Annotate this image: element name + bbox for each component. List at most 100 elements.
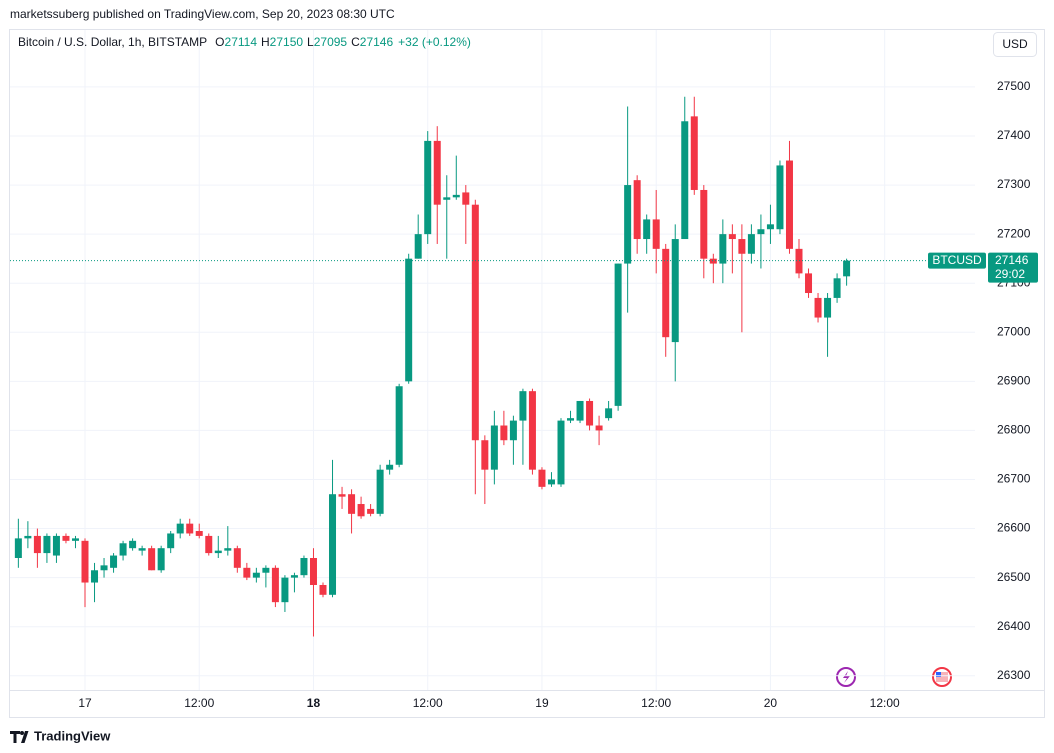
candle-body — [24, 535, 32, 539]
price-label: 27146 — [995, 253, 1029, 267]
candle-body — [519, 391, 527, 421]
candle-body — [471, 204, 479, 441]
candle-body — [738, 239, 746, 254]
candle-body — [43, 535, 51, 554]
candle-body — [443, 197, 451, 200]
x-tick-label: 12:00 — [641, 696, 671, 710]
candle-body — [538, 469, 546, 487]
flag-glyph — [936, 672, 948, 682]
x-tick-label: 12:00 — [184, 696, 214, 710]
y-tick-label: 26700 — [997, 472, 1031, 486]
ohlc-key: C — [351, 35, 360, 49]
candle-body — [785, 160, 793, 249]
candle-body — [367, 508, 375, 514]
ohlc-value: 27095 — [314, 35, 348, 49]
candle-body — [652, 219, 660, 249]
chart-title: Bitcoin / U.S. Dollar, 1h, BITSTAMP — [18, 35, 207, 49]
grid — [10, 30, 975, 690]
candle-body — [662, 248, 670, 338]
chart-pane — [9, 29, 1045, 718]
candle-body — [81, 540, 89, 583]
event-icons — [836, 667, 952, 687]
y-tick-label: 27400 — [997, 128, 1031, 142]
candle-body — [586, 400, 594, 426]
candle-body — [262, 567, 270, 573]
x-tick-label: 17 — [78, 696, 92, 710]
candle-body — [814, 297, 822, 318]
candle-body — [52, 535, 60, 556]
symbol-tag — [928, 252, 986, 269]
candle-body — [243, 567, 251, 578]
y-tick-label: 26400 — [997, 619, 1031, 633]
candle-body — [329, 494, 337, 595]
y-tick-label: 26300 — [997, 668, 1031, 682]
y-tick-label: 27500 — [997, 79, 1031, 93]
y-tick-label: 26900 — [997, 374, 1031, 388]
candle-body — [290, 575, 298, 578]
candle-body — [614, 263, 622, 406]
y-tick-label: 27300 — [997, 177, 1031, 191]
candle-body — [186, 523, 194, 534]
candle-body — [833, 278, 841, 298]
candle-body — [414, 234, 422, 259]
flag-canton — [936, 672, 941, 677]
candle-body — [91, 570, 99, 583]
candle-body — [110, 555, 118, 568]
candle-body — [71, 538, 79, 541]
candle-body — [300, 558, 308, 576]
symbol-label: BTCUSD — [932, 253, 982, 267]
price-tag — [988, 252, 1038, 283]
candle-body — [405, 258, 413, 382]
countdown-label: 29:02 — [995, 267, 1025, 281]
ohlc-value: 27150 — [270, 35, 304, 49]
candle-body — [728, 234, 736, 240]
x-tick-label: 12:00 — [870, 696, 900, 710]
candles — [14, 96, 851, 637]
x-tick-label: 19 — [535, 696, 549, 710]
candle-body — [319, 584, 327, 595]
candle-body — [424, 140, 432, 235]
candle-body — [509, 420, 517, 441]
candle-body — [357, 504, 365, 517]
candle-body — [129, 540, 137, 549]
logo-dot — [20, 731, 24, 735]
currency-button[interactable] — [993, 32, 1037, 57]
candle-body — [671, 239, 679, 343]
candle-body — [766, 224, 774, 230]
candle-body — [138, 548, 146, 551]
candle-body — [119, 543, 127, 556]
y-tick-label: 27200 — [997, 226, 1031, 240]
candle-body — [281, 577, 289, 603]
y-tick-label: 26800 — [997, 423, 1031, 437]
candle-body — [776, 165, 784, 230]
candle-body — [386, 464, 394, 470]
publisher-line: marketssuberg published on TradingView.c… — [10, 7, 395, 21]
ohlc-key: H — [261, 35, 270, 49]
candle-body — [500, 425, 508, 441]
ohlc-key: O — [215, 35, 224, 49]
candle-body — [271, 567, 279, 603]
candle-body — [14, 538, 22, 558]
candle-body — [214, 550, 222, 554]
candle-body — [700, 189, 708, 259]
y-tick-label: 26600 — [997, 521, 1031, 535]
x-tick-label: 20 — [764, 696, 778, 710]
lightning-glyph — [843, 671, 850, 683]
candle-body — [757, 229, 765, 235]
currency-label: USD — [1002, 37, 1028, 51]
candle-body — [481, 440, 489, 470]
candle-body — [452, 194, 460, 198]
logo-mark — [10, 731, 29, 743]
candle-body — [624, 185, 632, 264]
candle-body — [605, 408, 613, 419]
ohlc-key: L — [307, 35, 314, 49]
candle-body — [376, 469, 384, 514]
price-change: +32 (+0.12%) — [398, 35, 471, 49]
candle-body — [633, 180, 641, 240]
x-tick-label: 12:00 — [413, 696, 443, 710]
candle-body — [843, 260, 851, 277]
candle-body — [690, 116, 698, 190]
logo: TradingView — [10, 728, 111, 743]
y-tick-label: 26500 — [997, 570, 1031, 584]
